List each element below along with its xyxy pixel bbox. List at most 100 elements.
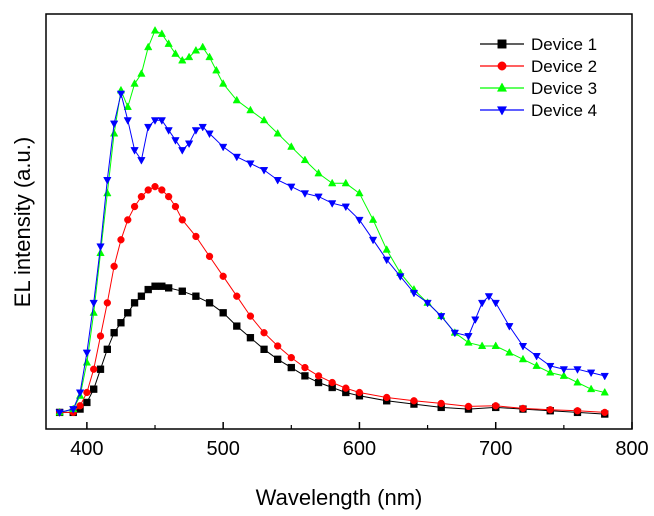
series-3 (55, 26, 609, 416)
series-4 (55, 90, 609, 417)
data-point (110, 329, 118, 337)
data-point (505, 348, 514, 356)
data-point (150, 26, 160, 34)
data-point (103, 345, 111, 353)
data-point (273, 128, 282, 137)
data-point (273, 177, 282, 185)
data-point (123, 102, 132, 110)
data-point (198, 42, 207, 51)
plot-frame (45, 13, 633, 430)
data-point (382, 256, 391, 265)
data-point (130, 299, 139, 307)
legend-item: Device 4 (480, 101, 597, 120)
data-point (171, 49, 180, 57)
data-point (382, 245, 391, 253)
data-point (69, 406, 78, 414)
data-point (232, 95, 241, 104)
data-point (260, 329, 268, 337)
data-point (341, 178, 350, 187)
data-point (368, 236, 378, 245)
data-point (124, 309, 132, 317)
data-point (137, 157, 146, 165)
x-tick-label: 600 (343, 438, 376, 460)
data-point (437, 399, 445, 408)
data-point (546, 406, 554, 414)
data-point (103, 299, 111, 307)
data-point (184, 52, 194, 61)
data-point (314, 168, 323, 177)
x-tick-label: 700 (479, 438, 512, 460)
data-point (150, 117, 160, 125)
data-point (205, 130, 214, 139)
legend: Device 1 Device 2 Device 3 Device 4 (480, 35, 597, 120)
data-point (144, 186, 152, 194)
data-point (546, 362, 555, 371)
legend-label: Device 1 (531, 35, 597, 54)
data-point (300, 155, 310, 164)
data-point (89, 299, 98, 308)
data-point (287, 183, 296, 192)
data-point (601, 408, 609, 417)
data-point (573, 407, 582, 415)
data-point (246, 312, 255, 320)
data-point (96, 248, 105, 257)
data-point (246, 105, 255, 114)
data-point (491, 299, 500, 308)
legend-item: Device 2 (480, 57, 597, 76)
data-point (259, 115, 269, 124)
data-point (96, 332, 105, 340)
data-point (532, 352, 541, 361)
data-point (259, 167, 269, 175)
data-point (184, 140, 194, 149)
x-tick-label: 800 (615, 438, 648, 460)
data-point (260, 345, 268, 353)
data-point (287, 142, 296, 150)
data-point (76, 402, 84, 410)
x-axis: 400 500 600 700 800 (70, 422, 649, 460)
data-point (219, 309, 227, 317)
data-point (157, 29, 167, 37)
legend-label: Device 3 (531, 79, 597, 98)
data-point (573, 377, 582, 386)
data-point (600, 372, 609, 381)
data-point (409, 289, 419, 298)
data-point (328, 178, 337, 187)
data-point (130, 202, 139, 211)
data-point (218, 143, 228, 152)
data-point (116, 90, 126, 99)
data-point (301, 363, 309, 372)
data-point (355, 216, 364, 225)
data-point (532, 361, 541, 369)
data-point (117, 319, 125, 327)
x-tick-label: 400 (70, 438, 103, 460)
series-line (59, 186, 605, 413)
data-point (192, 232, 200, 241)
data-point (519, 404, 527, 413)
legend-label: Device 2 (531, 57, 597, 76)
data-point (103, 188, 112, 197)
data-point (274, 342, 282, 350)
data-point (355, 188, 364, 197)
data-point (546, 367, 555, 376)
data-point (477, 299, 487, 308)
data-point (123, 117, 132, 125)
data-point (75, 389, 85, 398)
data-point (559, 371, 569, 379)
data-point (212, 65, 221, 74)
data-point (165, 284, 173, 292)
data-point (82, 358, 92, 366)
data-point (219, 272, 227, 280)
data-point (314, 372, 323, 380)
data-point (423, 299, 432, 308)
series-line (59, 93, 605, 413)
data-point (471, 316, 480, 325)
data-point (130, 79, 139, 87)
data-point (437, 313, 446, 321)
data-point (410, 397, 418, 405)
data-point (450, 329, 460, 338)
data-point (396, 273, 405, 281)
data-point (301, 372, 309, 380)
data-point (464, 402, 473, 411)
data-point (178, 216, 186, 224)
